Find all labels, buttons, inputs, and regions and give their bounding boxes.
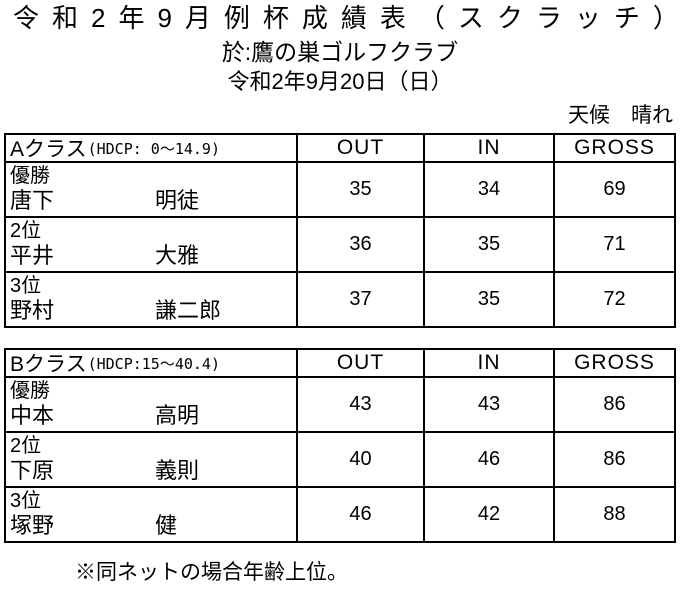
player-cell: 3位 野村 謙二郎: [6, 273, 296, 326]
player-surname: 塚野: [10, 513, 55, 538]
class-a-header-row: Aクラス (HDCP: 0～14.9) OUT IN GROSS: [6, 135, 674, 161]
column-header-gross: GROSS: [553, 350, 674, 376]
rank-label: 3位: [10, 275, 42, 297]
player-name: 塚野 健: [10, 513, 296, 539]
gross-score: 72: [553, 273, 674, 326]
in-score: 46: [423, 433, 553, 486]
in-score: 42: [423, 488, 553, 541]
gross-score: 86: [553, 378, 674, 431]
player-name: 唐下 明徒: [10, 188, 296, 214]
in-score: 35: [423, 218, 553, 271]
class-a-label: Aクラス: [10, 138, 87, 161]
rank-label: 3位: [10, 490, 42, 512]
player-given-name: 高明: [155, 403, 200, 428]
player-surname: 下原: [10, 458, 55, 483]
player-cell: 優勝 中本 高明: [6, 378, 296, 431]
table-row: 2位 下原 義則 40 46 86: [6, 431, 674, 486]
out-score: 35: [296, 163, 423, 216]
table-row: 3位 塚野 健 46 42 88: [6, 486, 674, 541]
class-b-header-row: Bクラス (HDCP:15～40.4) OUT IN GROSS: [6, 350, 674, 376]
player-name: 中本 高明: [10, 403, 296, 429]
date-line: 令和2年9月20日（日）: [227, 69, 453, 94]
class-a-title-cell: Aクラス (HDCP: 0～14.9): [6, 135, 296, 161]
player-cell: 2位 平井 大雅: [6, 218, 296, 271]
player-cell: 2位 下原 義則: [6, 433, 296, 486]
gross-score: 69: [553, 163, 674, 216]
gross-score: 86: [553, 433, 674, 486]
column-header-in: IN: [423, 350, 553, 376]
out-score: 46: [296, 488, 423, 541]
table-row: 優勝 唐下 明徒 35 34 69: [6, 161, 674, 216]
in-score: 35: [423, 273, 553, 326]
in-score: 34: [423, 163, 553, 216]
rank-label: 優勝: [10, 380, 50, 402]
column-header-out: OUT: [296, 135, 423, 161]
table-row: 2位 平井 大雅 36 35 71: [6, 216, 674, 271]
gross-score: 71: [553, 218, 674, 271]
player-name: 野村 謙二郎: [10, 298, 296, 324]
column-header-in: IN: [423, 135, 553, 161]
class-b-results-table: Bクラス (HDCP:15～40.4) OUT IN GROSS 優勝 中本 高…: [4, 348, 676, 543]
class-b-title-cell: Bクラス (HDCP:15～40.4): [6, 350, 296, 376]
player-given-name: 謙二郎: [155, 298, 222, 323]
player-given-name: 明徒: [155, 188, 200, 213]
rank-label: 2位: [10, 435, 42, 457]
out-score: 40: [296, 433, 423, 486]
player-name: 平井 大雅: [10, 243, 296, 269]
player-given-name: 義則: [155, 458, 200, 483]
out-score: 36: [296, 218, 423, 271]
footnote: ※同ネットの場合年齢上位。: [75, 561, 348, 584]
player-surname: 野村: [10, 298, 55, 323]
player-given-name: 大雅: [155, 243, 200, 268]
rank-label: 2位: [10, 220, 42, 242]
player-cell: 優勝 唐下 明徒: [6, 163, 296, 216]
weather-line: 天候 晴れ: [568, 104, 673, 127]
player-cell: 3位 塚野 健: [6, 488, 296, 541]
player-name: 下原 義則: [10, 458, 296, 484]
column-header-gross: GROSS: [553, 135, 674, 161]
player-given-name: 健: [155, 513, 178, 538]
class-b-hdcp-range: (HDCP:15～40.4): [87, 354, 220, 373]
out-score: 37: [296, 273, 423, 326]
in-score: 43: [423, 378, 553, 431]
class-a-hdcp-range: (HDCP: 0～14.9): [87, 139, 220, 158]
player-surname: 平井: [10, 243, 55, 268]
column-header-out: OUT: [296, 350, 423, 376]
page-title: 令和2年9月例杯成績表（スクラッチ）: [13, 3, 680, 33]
venue-line: 於:鷹の巣ゴルフクラブ: [221, 39, 459, 65]
class-a-results-table: Aクラス (HDCP: 0～14.9) OUT IN GROSS 優勝 唐下 明…: [4, 133, 676, 328]
player-surname: 中本: [10, 403, 55, 428]
player-surname: 唐下: [10, 188, 55, 213]
table-row: 3位 野村 謙二郎 37 35 72: [6, 271, 674, 326]
class-b-label: Bクラス: [10, 353, 87, 376]
table-row: 優勝 中本 高明 43 43 86: [6, 376, 674, 431]
rank-label: 優勝: [10, 165, 50, 187]
out-score: 43: [296, 378, 423, 431]
gross-score: 88: [553, 488, 674, 541]
